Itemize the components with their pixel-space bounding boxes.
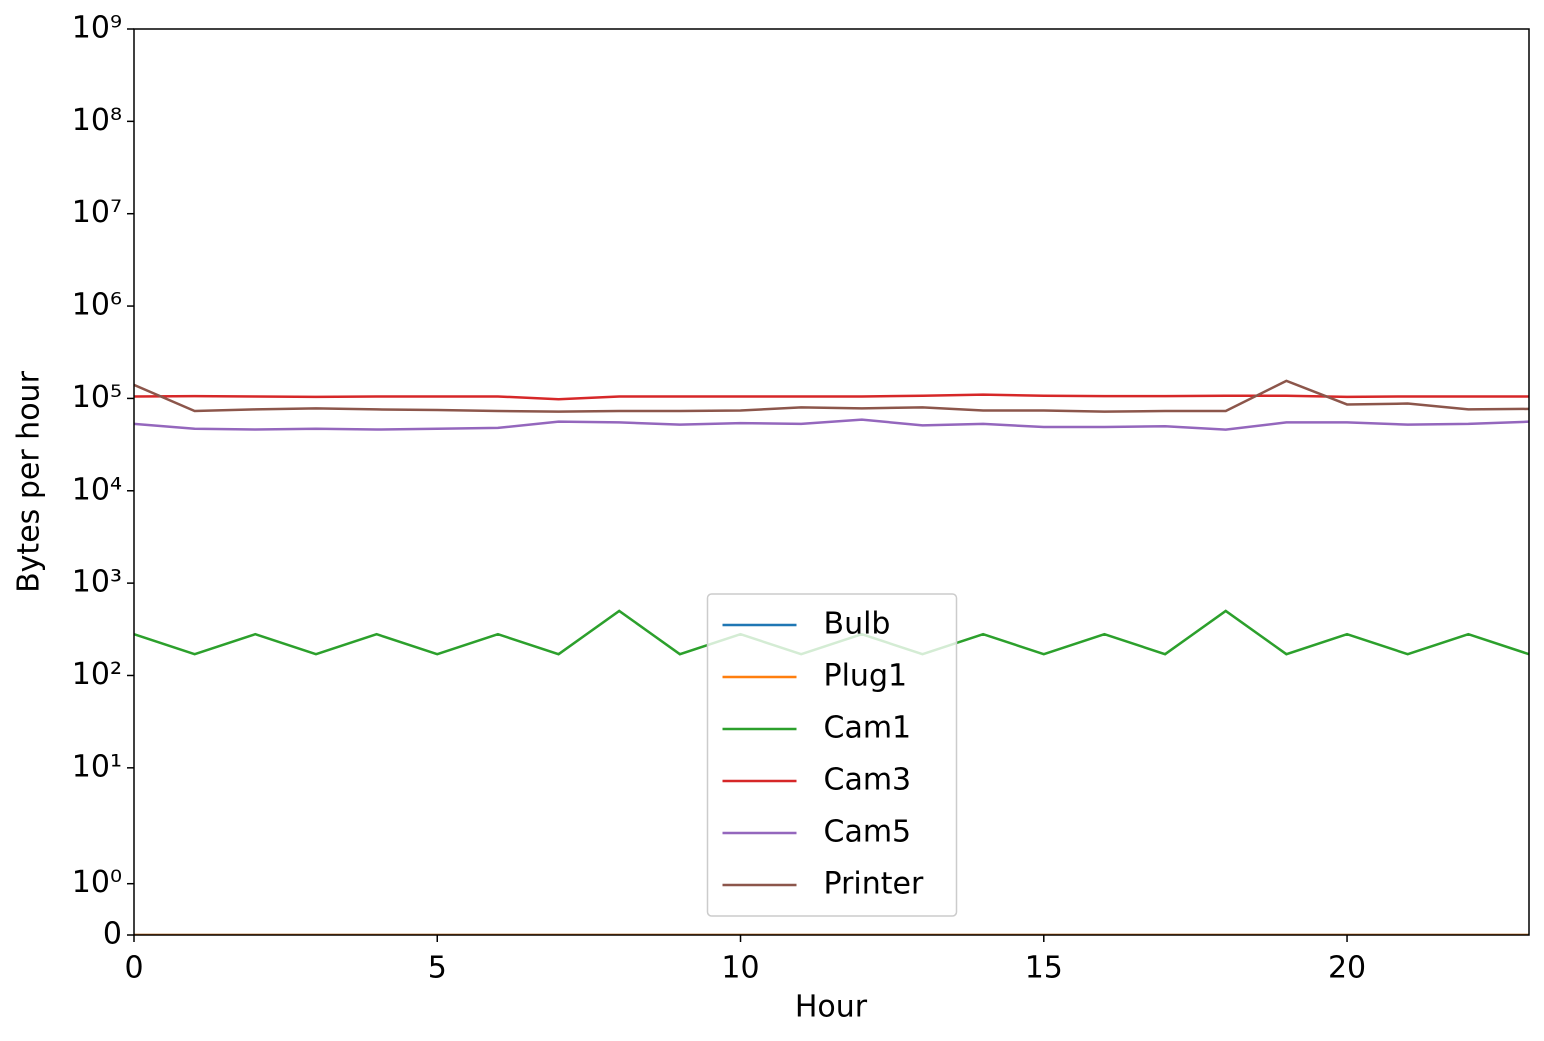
y-tick-label: 10⁷ [72,195,122,230]
series-line [134,418,1529,431]
y-tick-label: 10⁹ [72,11,122,46]
legend-label: Printer [824,867,924,902]
y-axis-label: Bytes per hour [12,370,47,592]
y-tick-label: 10² [72,657,122,692]
y-tick-label: 10⁵ [72,380,122,415]
legend-label: Cam1 [824,711,912,746]
plot-frame [133,28,1530,936]
x-tick-label: 10 [721,951,759,986]
x-axis-label: Hour [795,990,868,1025]
x-tick-label: 20 [1328,951,1366,986]
y-tick-label: 10¹ [72,749,122,784]
x-tick-label: 15 [1025,951,1063,986]
legend-label: Cam5 [824,815,912,850]
y-tick-label: 10⁰ [72,865,122,900]
y-tick-label: 10³ [72,565,122,600]
x-tick-label: 5 [428,951,447,986]
legend-label: Bulb [824,607,891,642]
legend-label: Cam3 [824,763,912,798]
x-tick-label: 0 [124,951,143,986]
legend-box [706,593,958,917]
legend-label: Plug1 [824,659,908,694]
y-tick-label: 0 [103,917,122,952]
y-tick-label: 10⁶ [72,288,122,323]
y-tick-label: 10⁴ [72,472,122,507]
series-line [134,379,1529,413]
series-line [134,393,1529,401]
y-tick-label: 10⁸ [72,103,122,138]
